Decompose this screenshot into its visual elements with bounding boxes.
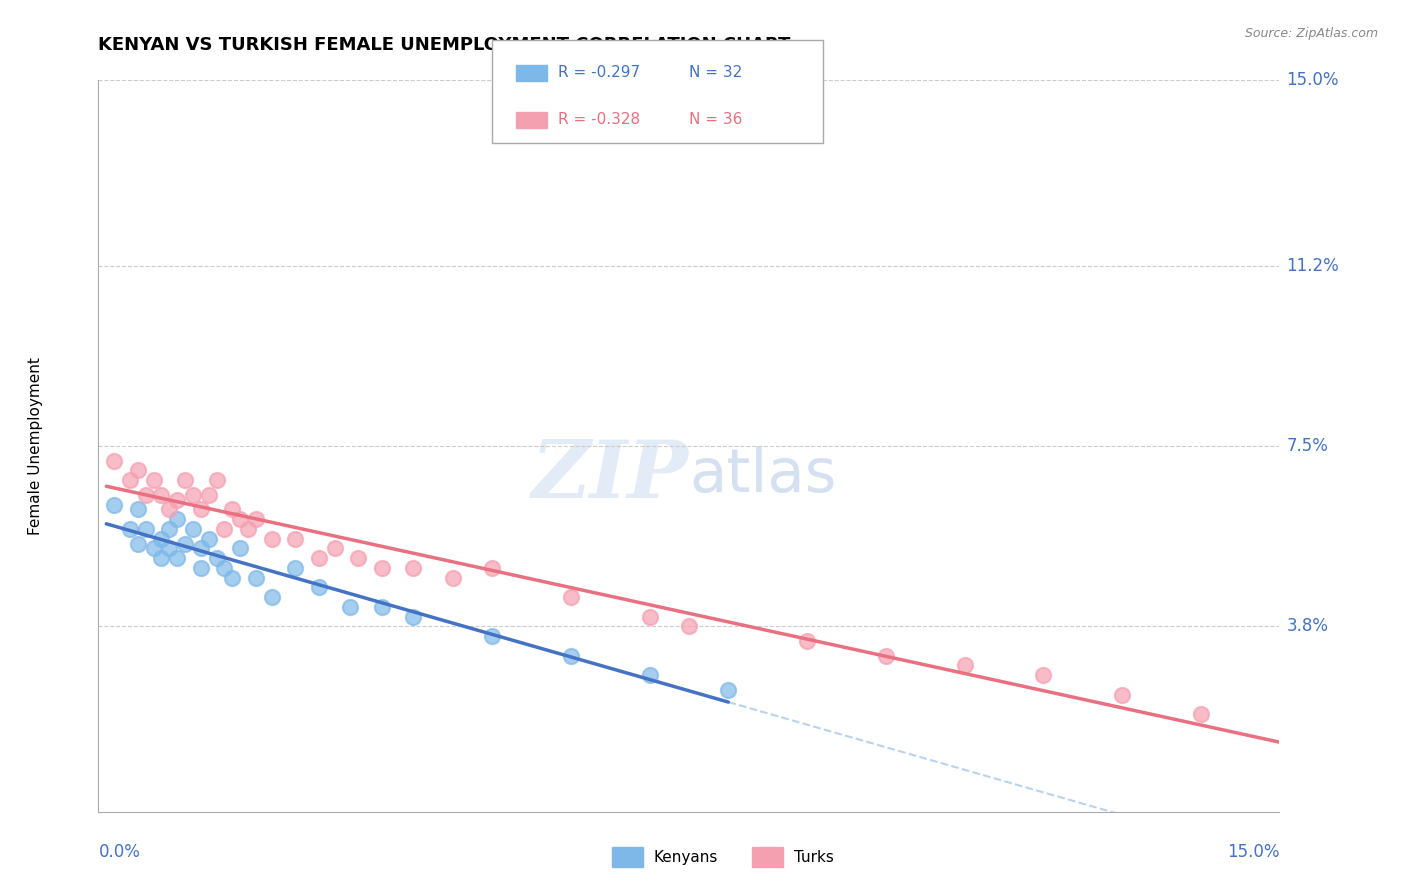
Point xyxy=(717,682,740,697)
Point xyxy=(481,629,503,643)
Text: 7.5%: 7.5% xyxy=(1286,437,1329,455)
Text: 3.8%: 3.8% xyxy=(1286,617,1329,635)
Point xyxy=(150,532,173,546)
Point xyxy=(127,502,149,516)
Point xyxy=(127,536,149,550)
Point xyxy=(402,561,425,575)
Text: R = -0.328: R = -0.328 xyxy=(558,112,640,127)
Text: 15.0%: 15.0% xyxy=(1286,71,1339,89)
Point xyxy=(245,571,267,585)
Point xyxy=(135,488,157,502)
Point xyxy=(214,561,236,575)
Point xyxy=(308,551,330,566)
Point xyxy=(205,551,228,566)
Text: Turks: Turks xyxy=(794,850,834,864)
Point xyxy=(1189,707,1212,722)
Point xyxy=(284,532,307,546)
Point xyxy=(190,541,212,556)
Point xyxy=(481,561,503,575)
Point xyxy=(118,522,141,536)
Point xyxy=(1032,668,1054,682)
Point xyxy=(236,522,259,536)
Point xyxy=(157,522,180,536)
Point xyxy=(166,492,188,507)
Point xyxy=(245,512,267,526)
Point xyxy=(190,561,212,575)
Point xyxy=(347,551,370,566)
Point xyxy=(284,561,307,575)
Text: R = -0.297: R = -0.297 xyxy=(558,65,640,80)
Point xyxy=(371,561,394,575)
Point xyxy=(229,512,252,526)
Point xyxy=(197,532,219,546)
Text: N = 32: N = 32 xyxy=(689,65,742,80)
Text: 0.0%: 0.0% xyxy=(98,843,141,861)
Point xyxy=(157,541,180,556)
Point xyxy=(560,648,582,663)
Point xyxy=(190,502,212,516)
Point xyxy=(127,463,149,477)
Text: KENYAN VS TURKISH FEMALE UNEMPLOYMENT CORRELATION CHART: KENYAN VS TURKISH FEMALE UNEMPLOYMENT CO… xyxy=(98,36,790,54)
Point xyxy=(142,541,165,556)
Point xyxy=(135,522,157,536)
Point xyxy=(638,668,661,682)
Point xyxy=(221,571,243,585)
Point xyxy=(339,599,361,614)
Point xyxy=(1111,688,1133,702)
Point xyxy=(174,536,197,550)
Text: Female Unemployment: Female Unemployment xyxy=(28,357,42,535)
Point xyxy=(157,502,180,516)
Text: N = 36: N = 36 xyxy=(689,112,742,127)
Point xyxy=(371,599,394,614)
Text: 11.2%: 11.2% xyxy=(1286,257,1340,275)
Point xyxy=(221,502,243,516)
Point xyxy=(953,658,976,673)
Point xyxy=(150,488,173,502)
Point xyxy=(560,590,582,604)
Point xyxy=(103,453,125,467)
Point xyxy=(166,512,188,526)
Point xyxy=(205,473,228,487)
Point xyxy=(875,648,897,663)
Point xyxy=(678,619,700,633)
Point xyxy=(181,522,204,536)
Point xyxy=(214,522,236,536)
Point xyxy=(197,488,219,502)
Point xyxy=(150,551,173,566)
Point xyxy=(260,590,283,604)
Text: 15.0%: 15.0% xyxy=(1227,843,1279,861)
Text: Kenyans: Kenyans xyxy=(654,850,718,864)
Point xyxy=(402,609,425,624)
Point xyxy=(142,473,165,487)
Point xyxy=(441,571,464,585)
Point xyxy=(181,488,204,502)
Text: ZIP: ZIP xyxy=(531,436,689,514)
Text: Source: ZipAtlas.com: Source: ZipAtlas.com xyxy=(1244,27,1378,40)
Point xyxy=(638,609,661,624)
Point xyxy=(323,541,346,556)
Point xyxy=(174,473,197,487)
Point xyxy=(103,498,125,512)
Point xyxy=(796,634,818,648)
Point xyxy=(308,581,330,595)
Point xyxy=(229,541,252,556)
Point xyxy=(260,532,283,546)
Point xyxy=(118,473,141,487)
Point xyxy=(166,551,188,566)
Text: atlas: atlas xyxy=(689,446,837,505)
